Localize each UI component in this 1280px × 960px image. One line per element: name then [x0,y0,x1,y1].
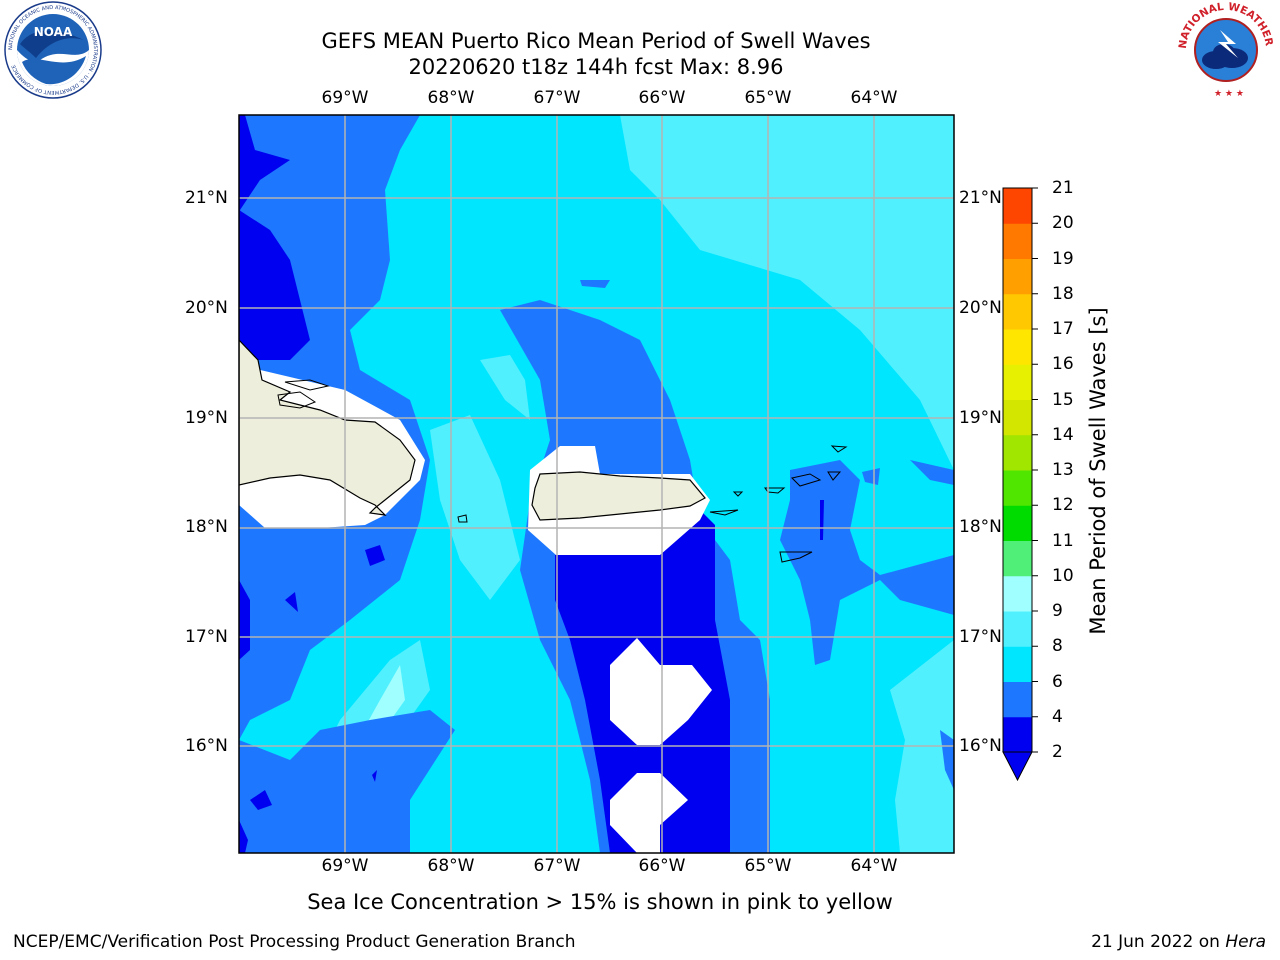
svg-text:★ ★ ★: ★ ★ ★ [1214,89,1244,99]
map-gridlines [239,115,954,853]
sea-ice-note-text: Sea Ice Concentration > 15% is shown in … [307,890,893,914]
colorbar-tick-label: 10 [1052,565,1074,586]
lat-label-left: 21°N [185,188,228,208]
colorbar-segment [1003,505,1032,541]
footer-machine: Hera [1225,932,1266,952]
footer-branch: NCEP/EMC/Verification Post Processing Pr… [13,932,576,952]
colorbar-segment [1003,188,1032,224]
lat-label-left: 19°N [185,408,228,428]
chart-title: GEFS MEAN Puerto Rico Mean Period of Swe… [321,29,871,53]
sea-ice-note: Sea Ice Concentration > 15% is shown in … [0,890,1280,914]
colorbar-tick-label: 9 [1052,601,1063,621]
lat-label-left: 16°N [185,736,228,756]
colorbar-tick-label: 8 [1052,636,1063,657]
noaa-logo: NATIONAL OCEANIC AND ATMOSPHERIC ADMINIS… [4,1,102,99]
colorbar-tick-label: 4 [1052,706,1063,727]
colorbar-tick-label: 16 [1052,354,1074,375]
colorbar-tick-label: 21 [1052,178,1074,198]
lon-label-bottom: 66°W [638,856,686,876]
colorbar-segment [1003,716,1032,753]
colorbar-segment [1003,575,1032,612]
colorbar-segment [1003,293,1032,330]
colorbar-segment [1003,329,1032,365]
lon-label-bottom: 69°W [321,856,369,876]
lon-label-top: 65°W [744,88,792,108]
footer-date: 21 Jun 2022 on Hera [1091,932,1266,952]
colorbar-tick-label: 17 [1052,319,1074,339]
nws-logo: NATIONAL WEATHER SERVICE ★ ★ ★ [1172,0,1275,99]
colorbar-tick-label: 19 [1052,248,1074,269]
no-data-patch-2 [610,773,688,853]
chart-subtitle: 20220620 t18z 144h fcst Max: 8.96 [408,55,784,79]
colorbar-tick-label: 15 [1052,389,1074,410]
period-8-region-ne [620,115,954,470]
colorbar-segment [1003,258,1032,295]
colorbar-segment [1003,646,1032,682]
colorbar-tick-label: 2 [1052,742,1063,762]
colorbar-segment [1003,470,1032,506]
no-data-patch-1 [610,638,712,745]
lat-label-right: 20°N [959,298,1002,318]
lat-label-right: 16°N [959,736,1002,756]
lon-label-bottom: 68°W [427,856,475,876]
noaa-logo-text: NOAA [34,25,73,39]
lat-label-left: 20°N [185,298,228,318]
lon-label-top: 67°W [533,88,581,108]
colorbar-tick-label: 18 [1052,283,1074,304]
lat-label-right: 19°N [959,408,1002,428]
colorbar-segment [1003,540,1032,577]
colorbar-tick-label: 14 [1052,424,1074,445]
lat-label-left: 18°N [185,517,228,537]
colorbar-tick-label: 12 [1052,495,1074,516]
lon-label-top: 66°W [638,88,686,108]
lon-label-top: 64°W [850,88,898,108]
lon-label-bottom: 64°W [850,856,898,876]
period-8-region-mid [480,355,530,420]
colorbar-extend-arrow [1002,751,1033,782]
lon-label-bottom: 65°W [744,856,792,876]
colorbar-segment [1003,681,1032,718]
footer-date-text: 21 Jun 2022 on [1091,932,1226,952]
lon-label-top: 68°W [427,88,475,108]
colorbar-segment [1003,223,1032,259]
colorbar-tick-label: 13 [1052,460,1074,480]
colorbar-segment [1003,611,1032,647]
lat-label-right: 18°N [959,517,1002,537]
lat-label-left: 17°N [185,627,228,647]
colorbar-segment [1003,399,1032,436]
lon-label-top: 69°W [321,88,369,108]
lat-label-right: 21°N [959,188,1002,208]
colorbar-segment [1003,364,1032,400]
colorbar-tick-label: 11 [1052,530,1074,551]
colorbar-segment [1003,434,1032,471]
lon-label-bottom: 67°W [533,856,581,876]
colorbar-tick-label: 6 [1052,671,1063,692]
lat-label-right: 17°N [959,627,1002,647]
hispaniola-land [239,339,416,516]
colorbar-tick-label: 20 [1052,213,1074,234]
